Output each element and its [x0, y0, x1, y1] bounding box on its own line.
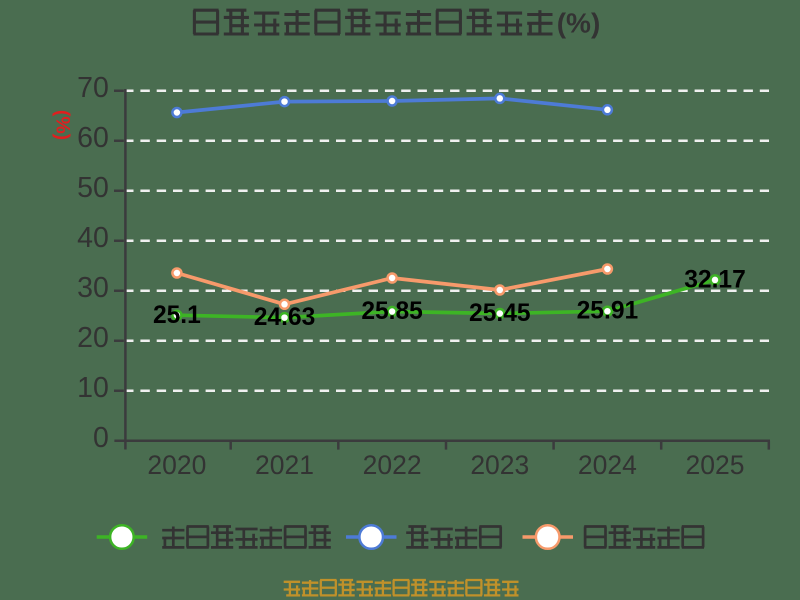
- svg-text:60: 60: [77, 122, 109, 154]
- svg-text:25.45: 25.45: [469, 300, 531, 327]
- svg-text:10: 10: [77, 372, 109, 404]
- svg-text:2022: 2022: [363, 450, 422, 480]
- svg-text:25.85: 25.85: [361, 298, 423, 325]
- svg-text:(%): (%): [52, 110, 74, 140]
- svg-text:25.1: 25.1: [153, 302, 201, 329]
- svg-text:20: 20: [77, 322, 109, 354]
- svg-text:24.63: 24.63: [254, 304, 316, 331]
- svg-text:25.91: 25.91: [577, 298, 639, 325]
- svg-text:30: 30: [77, 272, 109, 304]
- svg-text:(%): (%): [557, 8, 601, 39]
- svg-text:0: 0: [93, 422, 109, 454]
- svg-text:2023: 2023: [470, 450, 529, 480]
- svg-text:70: 70: [77, 72, 109, 104]
- svg-text:2024: 2024: [578, 450, 637, 480]
- svg-text:2020: 2020: [147, 450, 206, 480]
- svg-text:40: 40: [77, 222, 109, 254]
- svg-text:50: 50: [77, 172, 109, 204]
- svg-text:32.17: 32.17: [684, 266, 746, 293]
- svg-text:2021: 2021: [255, 450, 314, 480]
- svg-text:2025: 2025: [686, 450, 745, 480]
